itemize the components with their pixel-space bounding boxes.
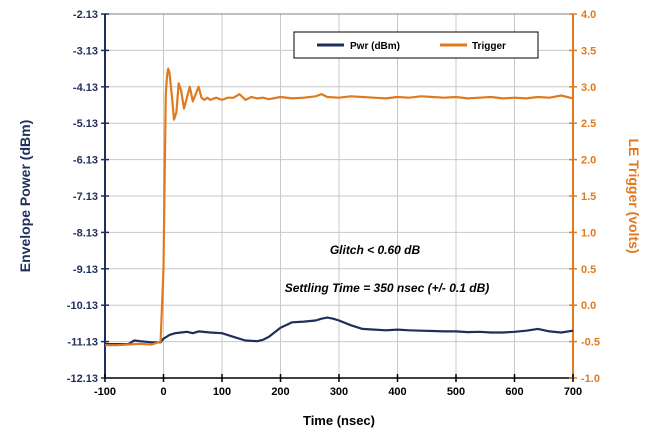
annotation-glitch: Glitch < 0.60 dB: [330, 243, 421, 257]
y-tick-label-left: -8.13: [73, 227, 98, 239]
x-tick-label: 0: [160, 386, 166, 398]
pwr-series-line: [105, 316, 574, 346]
y-tick-label-left: -6.13: [73, 155, 98, 167]
y-axis-label-right: LE Trigger (volts): [626, 138, 642, 253]
annotation-settling: Settling Time = 350 nsec (+/- 0.1 dB): [285, 281, 490, 295]
x-tick-label: 700: [564, 386, 582, 398]
x-tick-label: 600: [505, 386, 523, 398]
y-tick-label-right: 2.5: [581, 118, 596, 130]
x-tick-label: 100: [213, 386, 231, 398]
y-axis-label-left: Envelope Power (dBm): [17, 120, 33, 272]
y-tick-label-right: 4.0: [581, 9, 596, 21]
series-lines: [105, 67, 574, 347]
y-tick-label-left: -12.13: [67, 373, 98, 385]
y-tick-label-right: 1.5: [581, 191, 596, 203]
y-tick-label-right: 0.5: [581, 264, 596, 276]
grid: [104, 13, 574, 379]
y-tick-label-right: 2.0: [581, 155, 596, 167]
y-tick-label-left: -5.13: [73, 118, 98, 130]
x-tick-label: -100: [94, 386, 116, 398]
legend: Pwr (dBm) Trigger: [293, 31, 539, 59]
y-tick-label-right: 3.5: [581, 45, 596, 57]
y-tick-label-left: -11.13: [67, 337, 98, 349]
x-tick-label: 300: [330, 386, 348, 398]
x-tick-label: 500: [447, 386, 465, 398]
y-tick-label-left: -4.13: [73, 82, 98, 94]
y-tick-label-left: -7.13: [73, 191, 98, 203]
legend-label-pwr: Pwr (dBm): [350, 41, 400, 52]
x-tick-label: 200: [271, 386, 289, 398]
y-tick-label-right: 3.0: [581, 82, 596, 94]
y-tick-label-right: 0.0: [581, 300, 596, 312]
y-tick-label-right: -1.0: [581, 373, 600, 385]
x-axis-label: Time (nsec): [303, 413, 375, 428]
y-tick-label-left: -3.13: [73, 45, 98, 57]
legend-label-trigger: Trigger: [472, 41, 506, 52]
y-tick-label-right: 1.0: [581, 227, 596, 239]
x-tick-label: 400: [388, 386, 406, 398]
y-tick-label-right: -0.5: [581, 337, 600, 349]
y-tick-label-left: -9.13: [73, 264, 98, 276]
axes: -2.13 -3.13 -4.13 -5.13 -6.13 -7.13 -8.13 -9.13…: [67, 9, 600, 398]
y-tick-label-left: -10.13: [67, 300, 98, 312]
y-tick-label-left: -2.13: [73, 9, 98, 21]
trigger-series-line: [105, 67, 574, 347]
